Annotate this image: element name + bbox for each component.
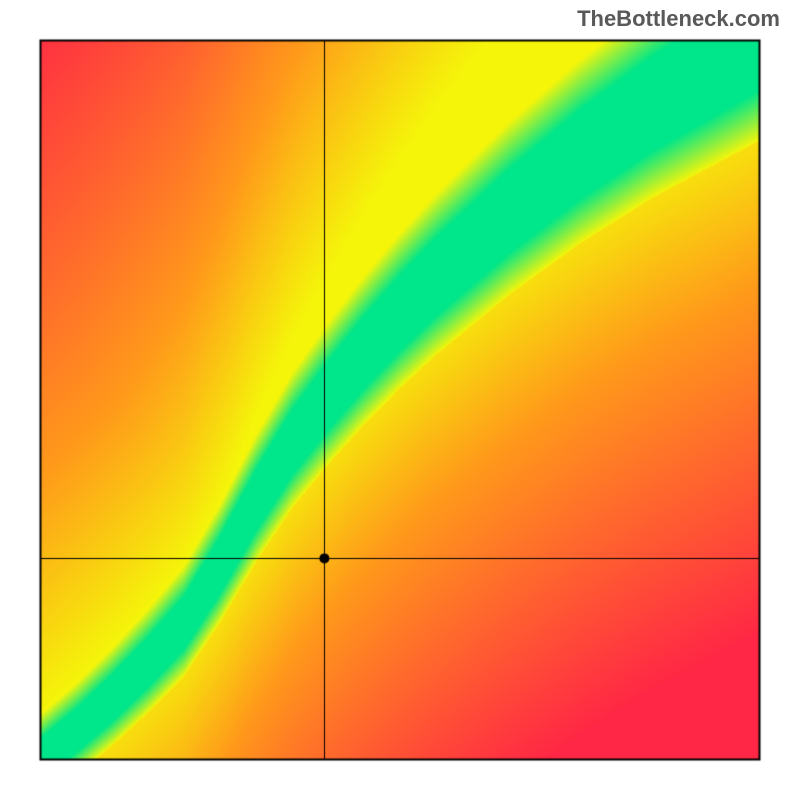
watermark-text: TheBottleneck.com bbox=[577, 6, 780, 32]
chart-container: TheBottleneck.com bbox=[0, 0, 800, 800]
heatmap-canvas bbox=[0, 0, 800, 800]
